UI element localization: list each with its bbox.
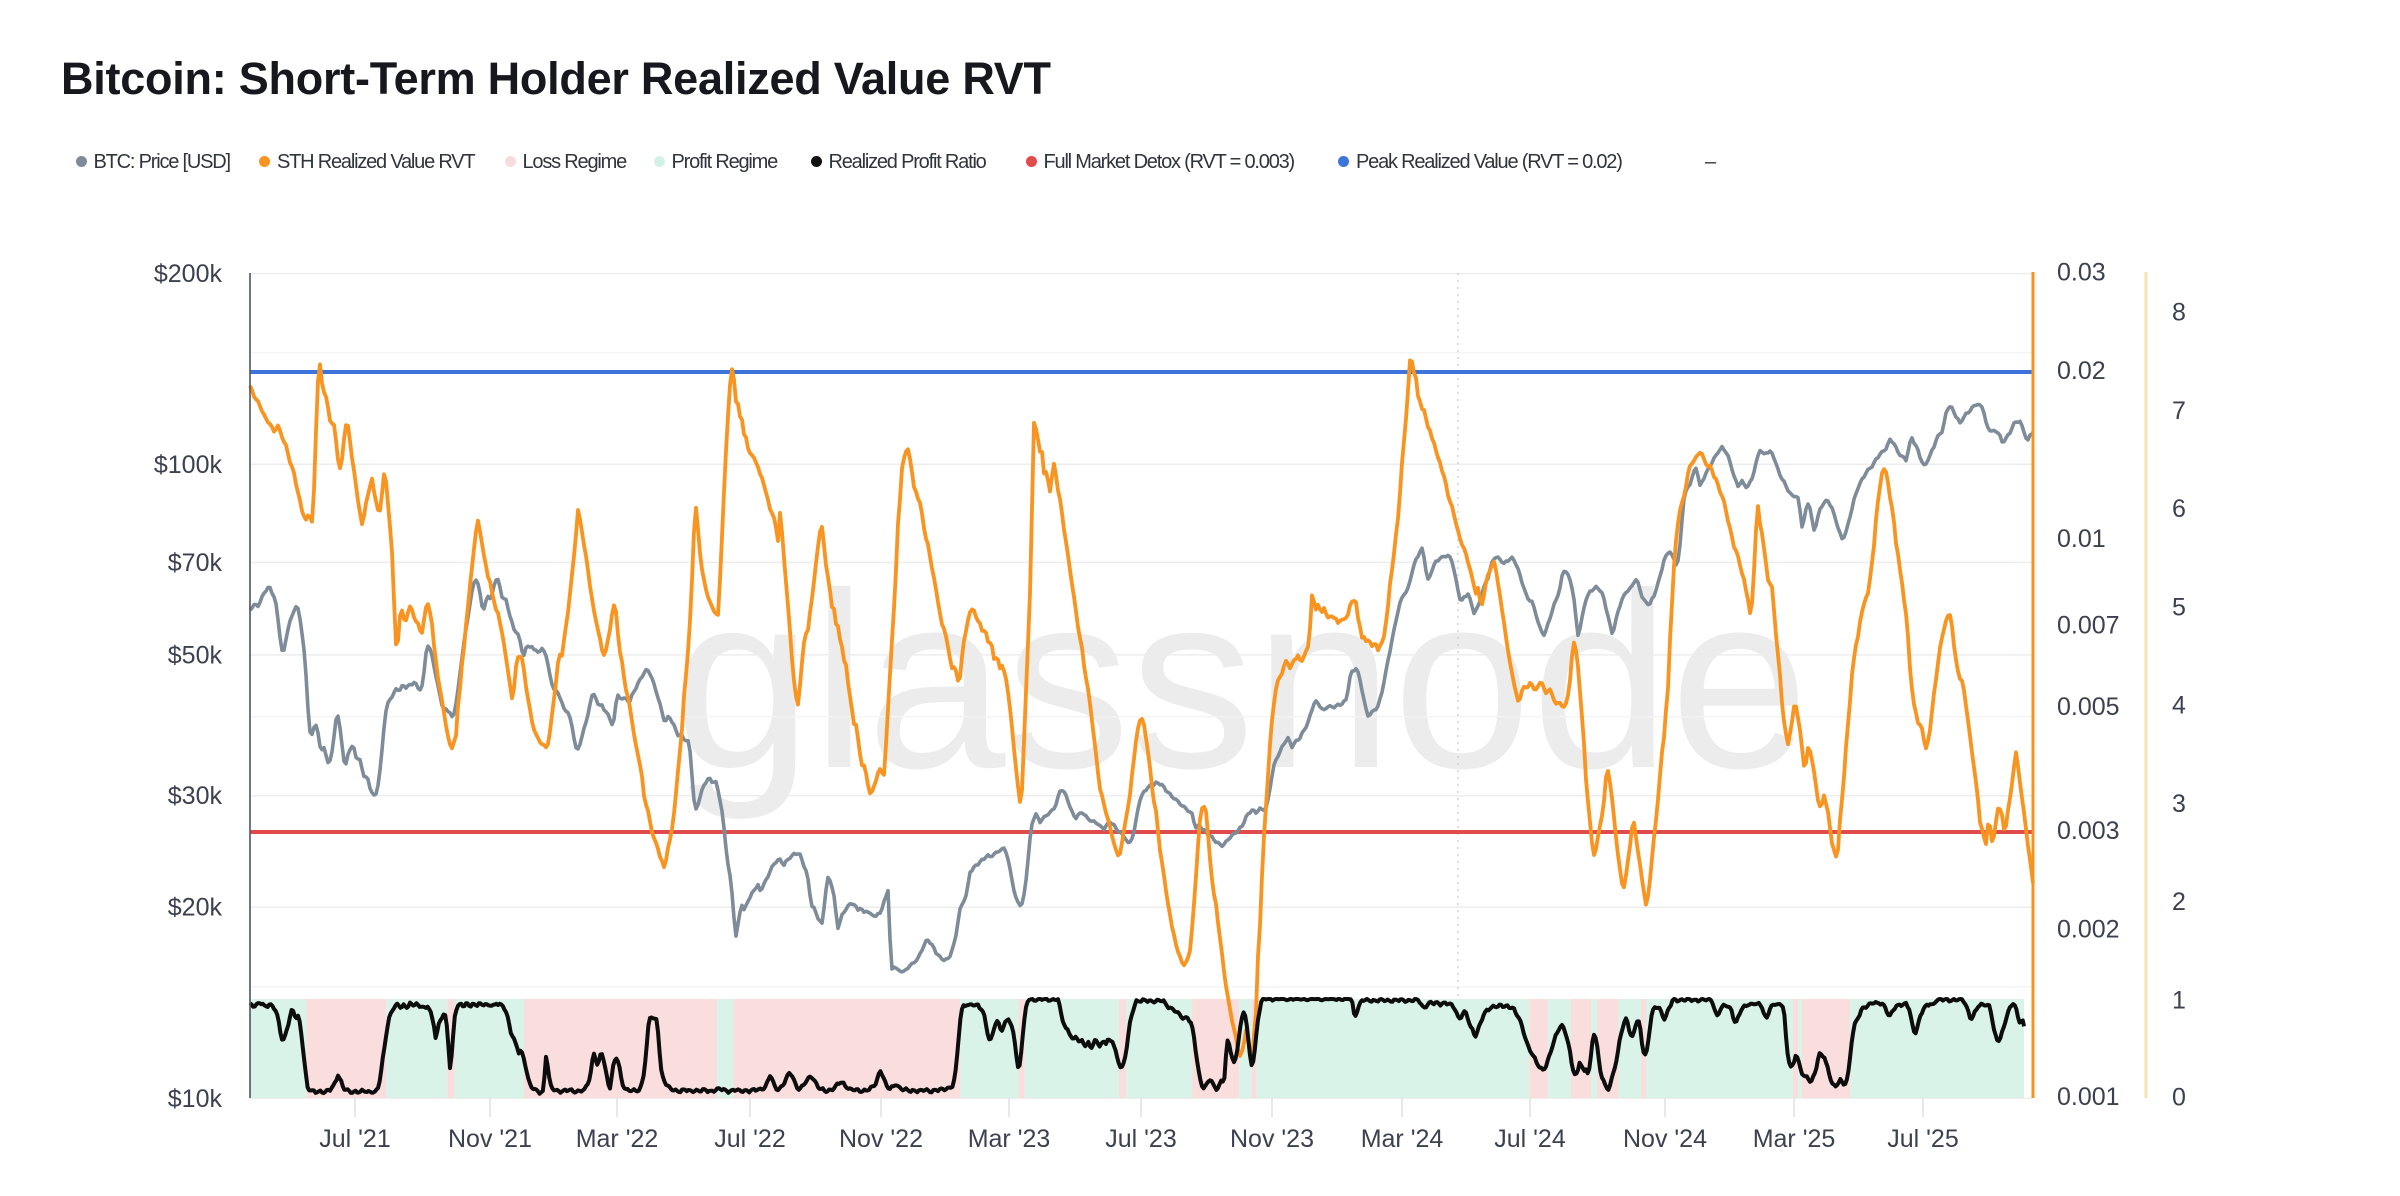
svg-text:4: 4 bbox=[2172, 692, 2186, 720]
svg-text:0.02: 0.02 bbox=[2057, 357, 2106, 385]
svg-text:Mar '22: Mar '22 bbox=[576, 1125, 659, 1153]
svg-text:2: 2 bbox=[2172, 888, 2186, 916]
svg-text:7: 7 bbox=[2172, 397, 2186, 425]
svg-text:0: 0 bbox=[2172, 1083, 2186, 1111]
svg-text:$200k: $200k bbox=[154, 260, 223, 288]
svg-text:3: 3 bbox=[2172, 790, 2186, 818]
svg-text:0.002: 0.002 bbox=[2057, 915, 2120, 943]
svg-text:Jul '21: Jul '21 bbox=[319, 1125, 390, 1153]
svg-text:5: 5 bbox=[2172, 593, 2186, 621]
svg-text:Jul '23: Jul '23 bbox=[1105, 1125, 1176, 1153]
svg-text:$70k: $70k bbox=[168, 549, 223, 577]
svg-text:Nov '21: Nov '21 bbox=[448, 1125, 532, 1153]
svg-text:0.001: 0.001 bbox=[2057, 1083, 2120, 1111]
svg-text:Mar '23: Mar '23 bbox=[968, 1125, 1051, 1153]
svg-text:Mar '25: Mar '25 bbox=[1753, 1125, 1836, 1153]
svg-text:Jul '24: Jul '24 bbox=[1494, 1125, 1566, 1153]
svg-text:Nov '24: Nov '24 bbox=[1623, 1125, 1707, 1153]
svg-text:Jul '25: Jul '25 bbox=[1887, 1125, 1958, 1153]
svg-text:0.005: 0.005 bbox=[2057, 693, 2120, 721]
svg-text:0.007: 0.007 bbox=[2057, 611, 2120, 639]
svg-text:0.01: 0.01 bbox=[2057, 525, 2106, 553]
svg-text:Mar '24: Mar '24 bbox=[1361, 1125, 1444, 1153]
svg-text:$30k: $30k bbox=[168, 782, 223, 810]
svg-text:$50k: $50k bbox=[168, 641, 223, 669]
svg-text:8: 8 bbox=[2172, 299, 2186, 327]
svg-text:6: 6 bbox=[2172, 495, 2186, 523]
svg-text:0.03: 0.03 bbox=[2057, 259, 2106, 287]
svg-text:1: 1 bbox=[2172, 986, 2186, 1014]
svg-text:Nov '23: Nov '23 bbox=[1230, 1125, 1314, 1153]
svg-text:0.003: 0.003 bbox=[2057, 817, 2120, 845]
svg-text:$10k: $10k bbox=[168, 1085, 223, 1113]
svg-text:$20k: $20k bbox=[168, 894, 223, 922]
svg-text:$100k: $100k bbox=[154, 451, 223, 479]
svg-text:glassnode: glassnode bbox=[673, 541, 1808, 820]
svg-text:Nov '22: Nov '22 bbox=[839, 1125, 923, 1153]
svg-text:Jul '22: Jul '22 bbox=[714, 1125, 785, 1153]
